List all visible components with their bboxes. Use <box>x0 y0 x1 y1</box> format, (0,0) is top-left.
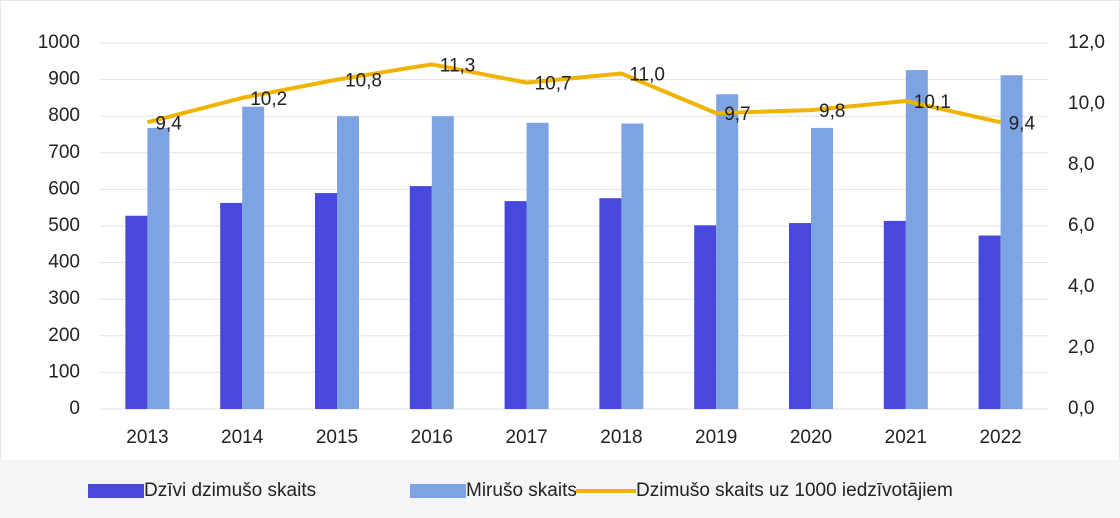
x-tick-label: 2018 <box>600 427 642 448</box>
x-tick-label: 2013 <box>126 427 168 448</box>
y2-tick-label: 6,0 <box>1068 215 1094 236</box>
y-tick-label: 900 <box>48 69 80 90</box>
y-tick-label: 600 <box>48 178 80 199</box>
x-tick-label: 2020 <box>790 427 832 448</box>
bar <box>1000 75 1023 409</box>
bar <box>978 235 1001 409</box>
y2-tick-label: 10,0 <box>1068 93 1105 114</box>
x-tick-label: 2021 <box>885 427 927 448</box>
bar <box>905 70 928 410</box>
y-tick-label: 400 <box>48 252 80 273</box>
y-tick-label: 700 <box>48 142 80 163</box>
x-tick-label: 2017 <box>505 427 547 448</box>
line <box>146 62 1002 125</box>
bar <box>315 193 337 409</box>
legend-label: Dzimušo skaits uz 1000 iedzīvotājiem <box>636 480 953 501</box>
bar <box>621 123 644 410</box>
bar <box>147 127 170 410</box>
y-tick-label: 100 <box>48 361 80 382</box>
data-label: 11,3 <box>440 55 476 76</box>
y-tick-label: 300 <box>48 288 80 309</box>
data-label: 9,4 <box>155 113 182 134</box>
bar <box>526 122 549 410</box>
y2-tick-label: 4,0 <box>1068 276 1094 297</box>
x-tick-label: 2016 <box>411 427 453 448</box>
legend-swatch <box>88 484 144 498</box>
data-label: 10,1 <box>914 92 951 113</box>
bar <box>431 116 454 409</box>
legend-swatch <box>410 484 466 498</box>
bar <box>811 127 833 410</box>
bar <box>220 202 243 409</box>
data-label: 9,4 <box>1009 113 1036 134</box>
y-tick-label: 800 <box>48 105 80 126</box>
bar <box>716 94 739 410</box>
bar <box>694 225 717 409</box>
x-tick-label: 2022 <box>979 427 1021 448</box>
data-label: 11,0 <box>629 65 665 86</box>
y2-tick-label: 8,0 <box>1068 154 1094 175</box>
y2-tick-label: 0,0 <box>1068 398 1094 419</box>
data-label: 9,7 <box>724 104 750 125</box>
legend-area <box>0 460 1120 518</box>
data-label: 9,8 <box>819 101 845 122</box>
bar <box>789 223 811 409</box>
y2-tick-label: 2,0 <box>1068 337 1094 358</box>
bar <box>409 186 432 409</box>
bar <box>504 201 527 409</box>
bar <box>337 116 359 409</box>
x-tick-label: 2019 <box>695 427 737 448</box>
y-tick-label: 200 <box>48 325 80 346</box>
y2-tick-label: 12,0 <box>1068 32 1105 53</box>
bar <box>125 215 148 409</box>
y-tick-label: 1000 <box>38 32 80 53</box>
y-tick-label: 0 <box>69 398 80 419</box>
data-label: 10,7 <box>535 74 572 95</box>
legend-label: Dzīvi dzimušo skaits <box>144 480 316 501</box>
x-tick-label: 2014 <box>221 427 264 448</box>
data-label: 10,8 <box>345 71 382 92</box>
bar <box>242 106 265 410</box>
bar <box>883 220 906 409</box>
data-label: 10,2 <box>250 89 287 110</box>
legend-label: Mirušo skaits <box>466 480 577 501</box>
x-tick-label: 2015 <box>316 427 358 448</box>
bar <box>599 198 622 409</box>
y-tick-label: 500 <box>48 215 80 236</box>
